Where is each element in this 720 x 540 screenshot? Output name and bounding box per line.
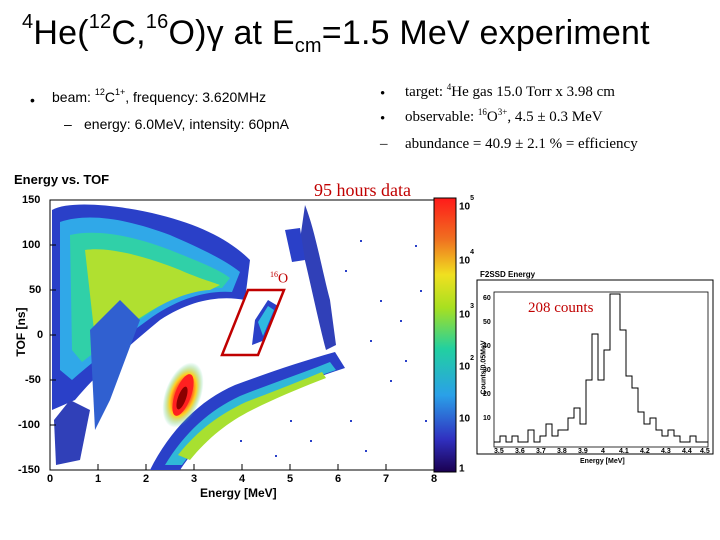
- y-tick: -150: [18, 464, 41, 476]
- inset-x-tick: 3.8: [557, 448, 567, 455]
- x-tick: 3: [191, 473, 198, 485]
- inset-y-tick: 40: [483, 343, 491, 350]
- inset-x-tick: 4: [601, 448, 605, 455]
- inset-x-tick: 4.5: [700, 448, 710, 455]
- observable-line: observable: 16O3+, 4.5 ± 0.3 MeV: [405, 107, 603, 125]
- beam-bullet: •: [30, 92, 35, 108]
- o16-annotation: 16O: [270, 270, 289, 287]
- inset-y-label: Counts/0.05MeV: [480, 340, 488, 395]
- inset-y-tick: 60: [483, 295, 491, 302]
- inset-x-tick: 4.4: [682, 448, 692, 455]
- colorbar-tick: 102: [459, 355, 475, 373]
- inset-x-tick: 4.2: [640, 448, 650, 455]
- counts-annotation: 208 counts: [528, 300, 594, 316]
- target-bullet: •: [380, 86, 386, 102]
- beam-sub-dash: –: [64, 116, 72, 132]
- inset-y-tick: 50: [483, 319, 491, 326]
- y-axis-label: TOF [ns]: [14, 307, 28, 357]
- colorbar-tick: 10: [459, 413, 471, 425]
- x-tick: 6: [335, 473, 342, 485]
- x-tick: 0: [47, 473, 54, 485]
- inset-x-tick: 3.6: [515, 448, 525, 455]
- y-tick: 100: [22, 239, 41, 251]
- x-tick: 4: [239, 473, 246, 485]
- x-tick: 8: [431, 473, 438, 485]
- abundance-dash: –: [380, 136, 388, 152]
- x-tick: 5: [287, 473, 294, 485]
- inset-x-tick: 3.9: [578, 448, 588, 455]
- beam-line: beam: 12C1+, frequency: 3.620MHz: [52, 87, 267, 105]
- target-line: target: 4He gas 15.0 Torr x 3.98 cm: [405, 82, 615, 100]
- inset-y-tick: 30: [483, 367, 491, 374]
- beam-energy-line: energy: 6.0MeV, intensity: 60pnA: [84, 116, 289, 132]
- x-tick: 2: [143, 473, 150, 485]
- x-tick: 1: [95, 473, 102, 485]
- colorbar-tick: 105: [459, 195, 475, 213]
- inset-x-tick: 4.1: [619, 448, 629, 455]
- y-tick: 50: [29, 284, 42, 296]
- plot-title: Energy vs. TOF: [14, 172, 110, 187]
- observable-bullet: •: [380, 111, 386, 127]
- x-tick: 7: [383, 473, 390, 485]
- inset-y-tick: 20: [483, 391, 491, 398]
- colorbar-tick: 104: [459, 249, 475, 267]
- inset-title: F2SSD Energy: [480, 270, 536, 279]
- inset-y-tick: 10: [483, 415, 491, 422]
- x-axis-label: Energy [MeV]: [200, 486, 277, 500]
- colorbar-tick: 1: [459, 463, 465, 475]
- y-tick: -50: [25, 374, 41, 386]
- abundance-line: abundance = 40.9 ± 2.1 % = efficiency: [405, 136, 638, 152]
- inset-x-tick: 4.3: [661, 448, 671, 455]
- inset-x-label: Energy [MeV]: [580, 458, 625, 465]
- inset-x-tick: 3.7: [536, 448, 546, 455]
- colorbar-tick: 103: [459, 303, 475, 321]
- inset-x-tick: 3.5: [494, 448, 504, 455]
- hours-annotation: 95 hours data: [314, 180, 411, 200]
- y-tick: 0: [37, 329, 44, 341]
- y-tick: 150: [22, 194, 41, 206]
- slide-title: 4He(12C,16O)γ at Ecm=1.5 MeV experiment: [22, 10, 650, 57]
- y-tick: -100: [18, 419, 41, 431]
